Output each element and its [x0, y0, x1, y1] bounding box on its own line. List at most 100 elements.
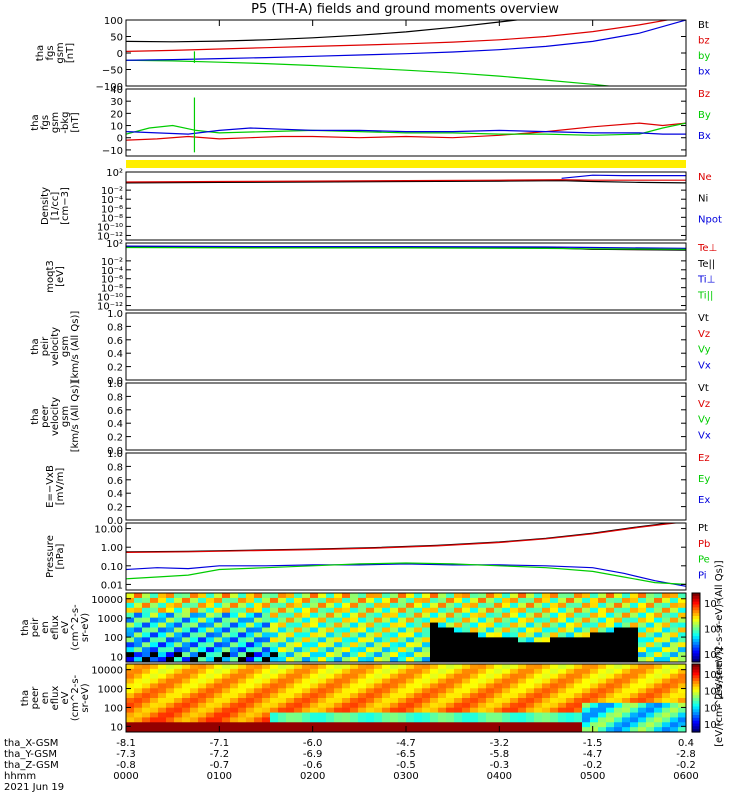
- heatmap-cell: [142, 637, 151, 643]
- heatmap-cell: [614, 642, 623, 648]
- heatmap-cell: [174, 693, 183, 699]
- y-axis-label-line: tha: [30, 338, 41, 354]
- heatmap-cell: [206, 637, 215, 643]
- heatmap-cell: [614, 602, 623, 609]
- heatmap-cell: [462, 632, 471, 638]
- heatmap-cell: [406, 612, 415, 619]
- heatmap-cell: [350, 612, 359, 619]
- heatmap-cell: [302, 693, 311, 699]
- heatmap-cell: [150, 657, 159, 662]
- heatmap-cell: [558, 664, 567, 670]
- y-axis-label: tha peer velocity gsm [km/s (All Qs)]: [30, 381, 81, 453]
- heatmap-cell: [366, 673, 375, 680]
- y-tick-label: 10: [110, 722, 123, 733]
- heatmap-cell: [518, 622, 527, 629]
- heatmap-cell: [142, 657, 151, 662]
- heatmap-cell: [502, 597, 511, 604]
- x-tick-label: -6.0: [303, 738, 323, 749]
- colorbar-cell: [692, 700, 700, 705]
- heatmap-cell: [654, 647, 663, 653]
- y-tick-label: 0.4: [107, 489, 123, 500]
- heatmap-cell: [390, 637, 399, 643]
- heatmap-cell: [326, 727, 335, 732]
- heatmap-cell: [534, 727, 543, 732]
- heatmap-cell: [454, 637, 463, 643]
- heatmap-cell: [278, 612, 287, 619]
- heatmap-cell: [622, 622, 631, 629]
- series-line-bz: [126, 20, 671, 52]
- heatmap-cell: [366, 593, 375, 599]
- heatmap-cell: [678, 657, 686, 662]
- heatmap-cell: [254, 668, 263, 675]
- heatmap-cell: [534, 612, 543, 619]
- colorbar-cell: [692, 681, 700, 685]
- heatmap-cell: [670, 712, 679, 719]
- heatmap-cell: [646, 678, 655, 685]
- heatmap-cell: [142, 688, 151, 694]
- heatmap-cell: [470, 652, 479, 658]
- heatmap-cell: [614, 673, 623, 680]
- heatmap-cell: [558, 727, 567, 732]
- heatmap-cell: [358, 642, 367, 648]
- heatmap-cell: [374, 698, 383, 704]
- heatmap-cell: [406, 637, 415, 643]
- heatmap-cell: [198, 597, 207, 604]
- heatmap-cell: [462, 664, 471, 670]
- heatmap-cell: [182, 683, 191, 689]
- heatmap-cell: [598, 652, 607, 658]
- heatmap-cell: [174, 622, 183, 629]
- heatmap-cell: [478, 678, 487, 685]
- heatmap-cell: [566, 673, 575, 680]
- heatmap-cell: [334, 664, 343, 670]
- colorbar-cell: [692, 604, 700, 608]
- heatmap-cell: [198, 702, 207, 709]
- colorbar-cell: [692, 689, 700, 693]
- heatmap-cell: [526, 617, 535, 624]
- y-axis-label: E=−VxB [mV/m]: [45, 465, 66, 508]
- heatmap-cell: [214, 632, 223, 638]
- heatmap-cell: [374, 722, 383, 728]
- heatmap-cell: [614, 668, 623, 675]
- heatmap-cell: [638, 647, 647, 653]
- heatmap-cell: [518, 688, 527, 694]
- panel-frame: [125, 522, 687, 591]
- y-tick-label: 0.2: [107, 503, 123, 514]
- heatmap-cell: [406, 617, 415, 624]
- heatmap-cell: [470, 698, 479, 704]
- heatmap-cell: [534, 622, 543, 629]
- heatmap-cell: [494, 702, 503, 709]
- heatmap-cell: [494, 698, 503, 704]
- heatmap-cell: [518, 612, 527, 619]
- heatmap-cell: [158, 657, 167, 662]
- heatmap-cell: [566, 678, 575, 685]
- heatmap-cell: [430, 607, 439, 614]
- heatmap-cell: [230, 698, 239, 704]
- heatmap-cell: [142, 683, 151, 689]
- heatmap-cell: [270, 597, 279, 604]
- colorbar-cell: [692, 692, 700, 696]
- heatmap-cell: [670, 673, 679, 680]
- y-axis-label-line: gsm: [50, 112, 61, 133]
- heatmap-cell: [230, 647, 239, 653]
- heatmap-cell: [678, 673, 686, 680]
- heatmap-cell: [550, 707, 559, 714]
- heatmap-cell: [614, 683, 623, 689]
- heatmap-cell: [334, 673, 343, 680]
- heatmap-cell: [526, 722, 535, 728]
- heatmap-cell: [638, 642, 647, 648]
- heatmap-cell: [390, 678, 399, 685]
- series-line-Bx: [126, 127, 686, 135]
- heatmap-cell: [406, 702, 415, 709]
- heatmap-cell: [662, 607, 671, 614]
- heatmap-cell: [358, 622, 367, 629]
- heatmap-cell: [334, 617, 343, 624]
- heatmap-cell: [358, 688, 367, 694]
- heatmap-cell: [654, 673, 663, 680]
- heatmap-cell: [134, 722, 143, 728]
- heatmap-cell: [342, 597, 351, 604]
- heatmap-cell: [182, 617, 191, 624]
- heatmap-cell: [342, 617, 351, 624]
- heatmap-cell: [430, 642, 439, 648]
- heatmap-cell: [430, 597, 439, 604]
- heatmap-cell: [278, 597, 287, 604]
